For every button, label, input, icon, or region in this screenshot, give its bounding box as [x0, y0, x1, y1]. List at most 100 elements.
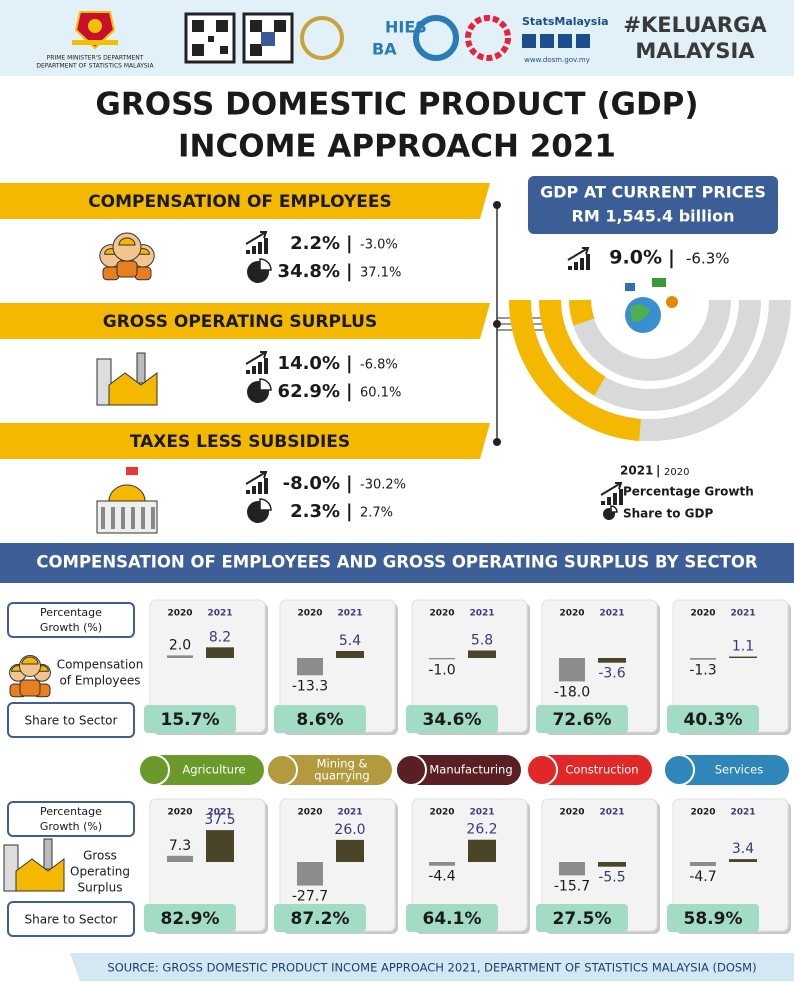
growth-icon — [245, 231, 268, 254]
sector-bar — [206, 647, 234, 658]
qr-codes — [184, 12, 294, 64]
bar-value-label: -27.7 — [292, 889, 328, 905]
share-rings — [508, 278, 791, 441]
column — [131, 507, 135, 529]
year-label: 2021 — [469, 808, 494, 818]
year-label: 2021 — [730, 609, 755, 619]
page-title: INCOME APPROACH 2021 — [178, 129, 616, 165]
sector-bar — [206, 830, 234, 862]
factory-tower — [3, 844, 19, 892]
column — [111, 507, 115, 529]
column — [101, 507, 105, 529]
separator: | — [346, 501, 353, 522]
bar-value-label: 37.5 — [204, 812, 235, 828]
share-box — [536, 705, 628, 733]
stats-brand: StatsMalaysia — [522, 15, 609, 28]
sector-bar — [336, 839, 364, 862]
growth-icon — [600, 482, 623, 505]
growth-icon-bars — [601, 489, 623, 505]
sector-name: Agriculture — [182, 763, 245, 777]
bar-value-label: 26.0 — [334, 822, 365, 838]
share-2021: 62.9% — [278, 381, 340, 402]
gdp-label: GDP AT CURRENT PRICES — [540, 183, 766, 202]
pie-icon-slice — [259, 258, 272, 271]
sector-name: Construction — [565, 763, 638, 777]
growth-icon-arrow — [245, 471, 268, 485]
share-2020: 2.7% — [360, 506, 393, 521]
factory-chimney — [43, 838, 53, 870]
sector-pill — [528, 755, 652, 785]
sector-bar — [167, 855, 193, 862]
hashtag-line: MALAYSIA — [635, 39, 755, 63]
sector-bar — [167, 655, 193, 658]
sector-share: 82.9% — [161, 909, 220, 929]
column — [151, 507, 155, 529]
pie-icon — [247, 258, 272, 283]
factory-chimney — [136, 352, 146, 384]
sector-icon — [266, 754, 298, 786]
section-banner — [0, 543, 794, 583]
worker-body — [116, 260, 138, 278]
worker-helmet — [118, 237, 136, 246]
sector-bar — [559, 658, 585, 682]
bar-value-label: -15.7 — [554, 878, 590, 894]
separator: | — [346, 261, 353, 282]
growth-label: Growth (%) — [40, 820, 102, 833]
growth-icon-arrow — [567, 247, 590, 261]
sector-bar — [729, 859, 757, 862]
growth-icon-arrow — [245, 231, 268, 245]
share-box — [144, 705, 236, 733]
workers-icon — [9, 655, 51, 698]
growth-2020: -6.8% — [360, 358, 398, 373]
year-label: 2021 — [469, 609, 494, 619]
year-label: 2021 — [207, 609, 232, 619]
separator: | — [668, 247, 675, 269]
separator: | — [656, 464, 660, 478]
page-title: GROSS DOMESTIC PRODUCT (GDP) — [95, 87, 698, 123]
share-box — [406, 705, 498, 733]
share-label-box — [7, 901, 135, 937]
year-label: 2020 — [690, 609, 715, 619]
sector-bar — [468, 650, 496, 658]
bar-value-label: -18.0 — [554, 684, 590, 700]
sector-share: 8.6% — [296, 710, 343, 730]
sector-share: 72.6% — [553, 710, 612, 730]
footer-band — [70, 953, 794, 981]
bar-value-label: 26.2 — [466, 822, 497, 838]
sector-name: Services — [715, 763, 764, 777]
partner-logos — [300, 15, 590, 61]
year-label: 2021 — [207, 808, 232, 818]
sector-bar — [559, 862, 585, 876]
legend-year-2021: 2021 — [620, 464, 653, 478]
share-box — [274, 904, 366, 932]
sector-bar — [297, 658, 323, 676]
separator: | — [346, 381, 353, 402]
sector-icon — [138, 754, 170, 786]
pie-icon — [247, 498, 272, 523]
share-label-box — [7, 702, 135, 738]
year-label: 2020 — [559, 609, 584, 619]
share-label: Share to Sector — [25, 714, 118, 728]
bar-value-label: 7.3 — [169, 838, 191, 854]
growth-icon-bars — [246, 238, 268, 254]
sector-pill — [665, 755, 789, 785]
workers-icon — [99, 232, 155, 281]
hies-logo-text: BA — [372, 40, 397, 59]
growth-icon-arrow — [245, 351, 268, 365]
growth-icon-bars — [246, 478, 268, 494]
sector-bar — [729, 656, 757, 658]
growth-icon — [245, 351, 268, 374]
growth-icon-bars — [568, 254, 590, 270]
bar-value-label: -1.0 — [428, 662, 455, 678]
bar-value-label: 3.4 — [732, 841, 754, 857]
year-label: 2020 — [297, 808, 322, 818]
gdp-value: RM 1,545.4 billion — [572, 207, 735, 226]
building-body — [96, 500, 158, 534]
bar-value-label: -4.7 — [689, 869, 716, 885]
factory-icon — [96, 352, 158, 406]
sector-name: quarrying — [314, 769, 369, 783]
government-icon — [96, 467, 158, 534]
year-label: 2020 — [559, 808, 584, 818]
separator: | — [346, 233, 353, 254]
share-box — [536, 904, 628, 932]
